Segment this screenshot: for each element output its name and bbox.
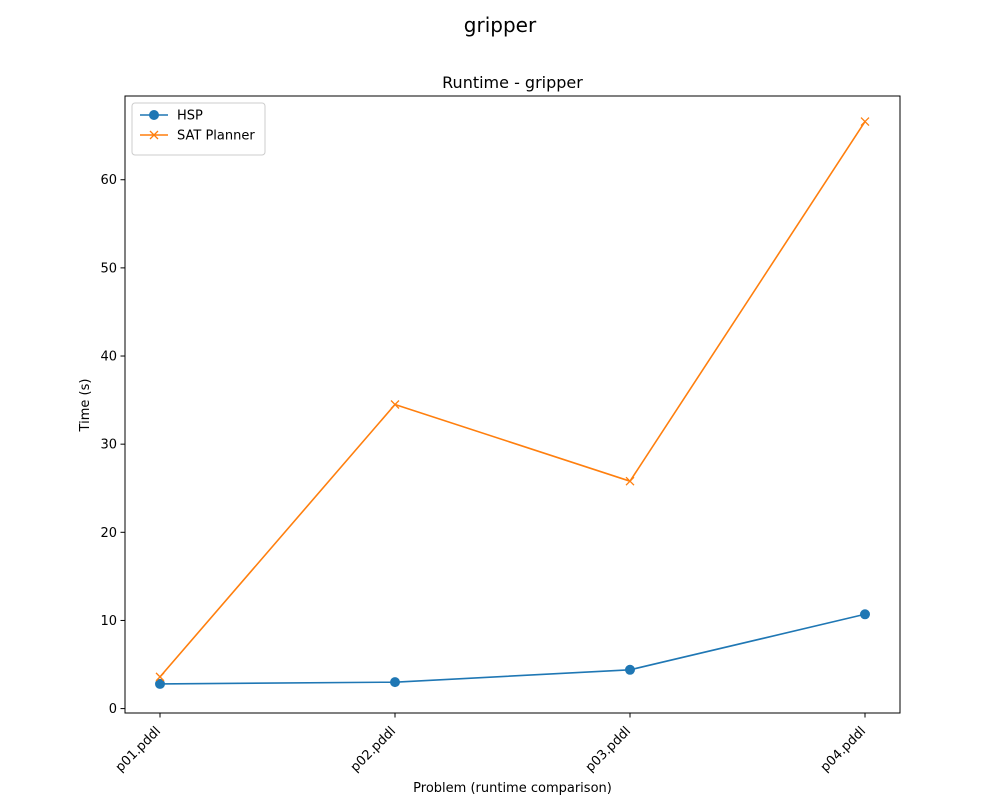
series-1-point	[155, 672, 165, 682]
legend-marker-0	[149, 110, 159, 120]
legend-label-0: HSP	[177, 109, 203, 124]
series-0-point	[860, 609, 870, 620]
legend-marker-1	[149, 130, 159, 140]
series-1-point	[625, 476, 635, 486]
y-tick-label: 20	[100, 526, 117, 541]
y-tick-label: 10	[100, 614, 117, 629]
series-1-point	[390, 400, 400, 409]
legend-label-1: SAT Planner	[177, 129, 255, 144]
y-tick-label: 30	[100, 438, 117, 453]
axes-frame	[124, 95, 901, 714]
legend-box	[131, 102, 266, 156]
series-0-point	[155, 678, 165, 689]
series-1-point	[860, 117, 870, 127]
series-0-point	[625, 664, 635, 675]
y-axis-label: Time (s)	[78, 379, 93, 433]
chart-title: Runtime - gripper	[442, 73, 583, 92]
y-tick-label: 40	[100, 350, 117, 365]
series-0-point	[390, 677, 400, 688]
y-tick-label: 0	[109, 702, 117, 717]
y-tick-label: 60	[100, 173, 117, 188]
y-tick-label: 50	[100, 261, 117, 276]
legend: HSP SAT Planner	[131, 102, 266, 156]
x-axis-label: Problem (runtime comparison)	[413, 781, 612, 796]
series-line-0	[159, 613, 866, 685]
series-line-1	[159, 121, 866, 678]
figure-suptitle: gripper	[464, 13, 537, 37]
